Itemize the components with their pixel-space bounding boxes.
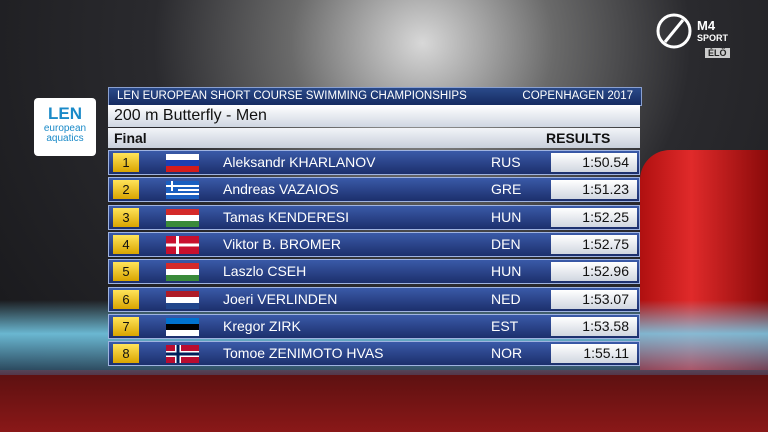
- flag: [166, 263, 199, 282]
- flag-art: [166, 235, 199, 254]
- rank: 7: [113, 316, 139, 336]
- flag: [166, 317, 199, 336]
- result-row: 8 Tomoe ZENIMOTO HVAS NOR 1:55.11: [108, 341, 640, 367]
- athlete: Andreas VAZAIOS: [223, 181, 339, 198]
- result-row: 2 Andreas VAZAIOS GRE 1:51.23: [108, 177, 640, 203]
- flag-art: [166, 290, 199, 309]
- location: COPENHAGEN 2017: [522, 90, 633, 102]
- flag: [166, 290, 199, 309]
- athlete: Tamas KENDERESI: [223, 208, 350, 225]
- round: Final: [114, 130, 147, 146]
- flag: [166, 345, 199, 364]
- flag: [166, 181, 199, 200]
- subheader: Final RESULTS: [108, 128, 640, 148]
- channel: M4: [697, 18, 716, 33]
- nation: EST: [491, 317, 519, 334]
- rank: 3: [113, 207, 139, 227]
- event-bar: 200 m Butterfly - Men: [108, 105, 640, 127]
- athlete: Aleksandr KHARLANOV: [223, 154, 376, 170]
- header-bar: LEN EUROPEAN SHORT COURSE SWIMMING CHAMP…: [108, 87, 642, 106]
- len-logo: LEN european aquatics: [34, 98, 96, 156]
- logo-mark: LEN: [48, 104, 82, 123]
- results-label: RESULTS: [546, 130, 611, 146]
- athlete: Joeri VERLINDEN: [223, 290, 338, 307]
- result-row: 6 Joeri VERLINDEN NED 1:53.07: [108, 286, 640, 312]
- rank: 2: [113, 180, 139, 200]
- time: 1:52.25: [551, 207, 637, 227]
- time: 1:53.07: [551, 289, 637, 309]
- event: 200 m Butterfly - Men: [114, 107, 267, 124]
- result-row: 5 Laszlo CSEH HUN 1:52.96: [108, 259, 640, 285]
- logo-line: european: [43, 123, 87, 134]
- pool-floor: [0, 370, 768, 432]
- rank: 4: [113, 234, 139, 254]
- logo-line: aquatics: [46, 133, 84, 144]
- nation: HUN: [491, 208, 522, 225]
- rank: 1: [113, 153, 139, 172]
- broadcaster: M4 SPORT ÉLŐ: [655, 12, 755, 62]
- flag-art: [166, 345, 199, 364]
- athlete: Laszlo CSEH: [223, 263, 307, 280]
- channel-sub: SPORT: [697, 33, 729, 43]
- result-row: 3 Tamas KENDERESI HUN 1:52.25: [108, 204, 640, 230]
- rank: 5: [113, 262, 139, 282]
- athlete: Viktor B. BROMER: [223, 235, 341, 252]
- result-row: 7 Kregor ZIRK EST 1:53.58: [108, 313, 640, 339]
- rank: 8: [113, 344, 139, 364]
- flag: [166, 154, 199, 172]
- rank: 6: [113, 289, 139, 309]
- flag-art: [166, 263, 199, 282]
- flag-art: [166, 154, 199, 172]
- flag: [166, 208, 199, 227]
- nation: NED: [491, 290, 521, 307]
- nation: RUS: [491, 154, 521, 170]
- flag: [166, 235, 199, 254]
- flag-art: [166, 208, 199, 227]
- time: 1:52.75: [551, 234, 637, 254]
- nation: GRE: [491, 181, 522, 198]
- flag-art: [166, 181, 199, 200]
- result-row: 1 Aleksandr KHARLANOV RUS 1:50.54: [108, 150, 640, 175]
- athlete: Kregor ZIRK: [223, 317, 301, 334]
- broadcaster-icon: [656, 13, 692, 49]
- athlete: Tomoe ZENIMOTO HVAS: [223, 345, 384, 362]
- live-badge: ÉLŐ: [705, 48, 730, 58]
- time: 1:55.11: [551, 344, 637, 364]
- flag-art: [166, 317, 199, 336]
- time: 1:50.54: [551, 153, 637, 172]
- time: 1:53.58: [551, 316, 637, 336]
- result-row: 4 Viktor B. BROMER DEN 1:52.75: [108, 231, 640, 257]
- nation: NOR: [491, 345, 523, 362]
- nation: DEN: [491, 235, 521, 252]
- nation: HUN: [491, 263, 522, 280]
- time: 1:51.23: [551, 180, 637, 200]
- championship: LEN EUROPEAN SHORT COURSE SWIMMING CHAMP…: [117, 90, 467, 102]
- time: 1:52.96: [551, 262, 637, 282]
